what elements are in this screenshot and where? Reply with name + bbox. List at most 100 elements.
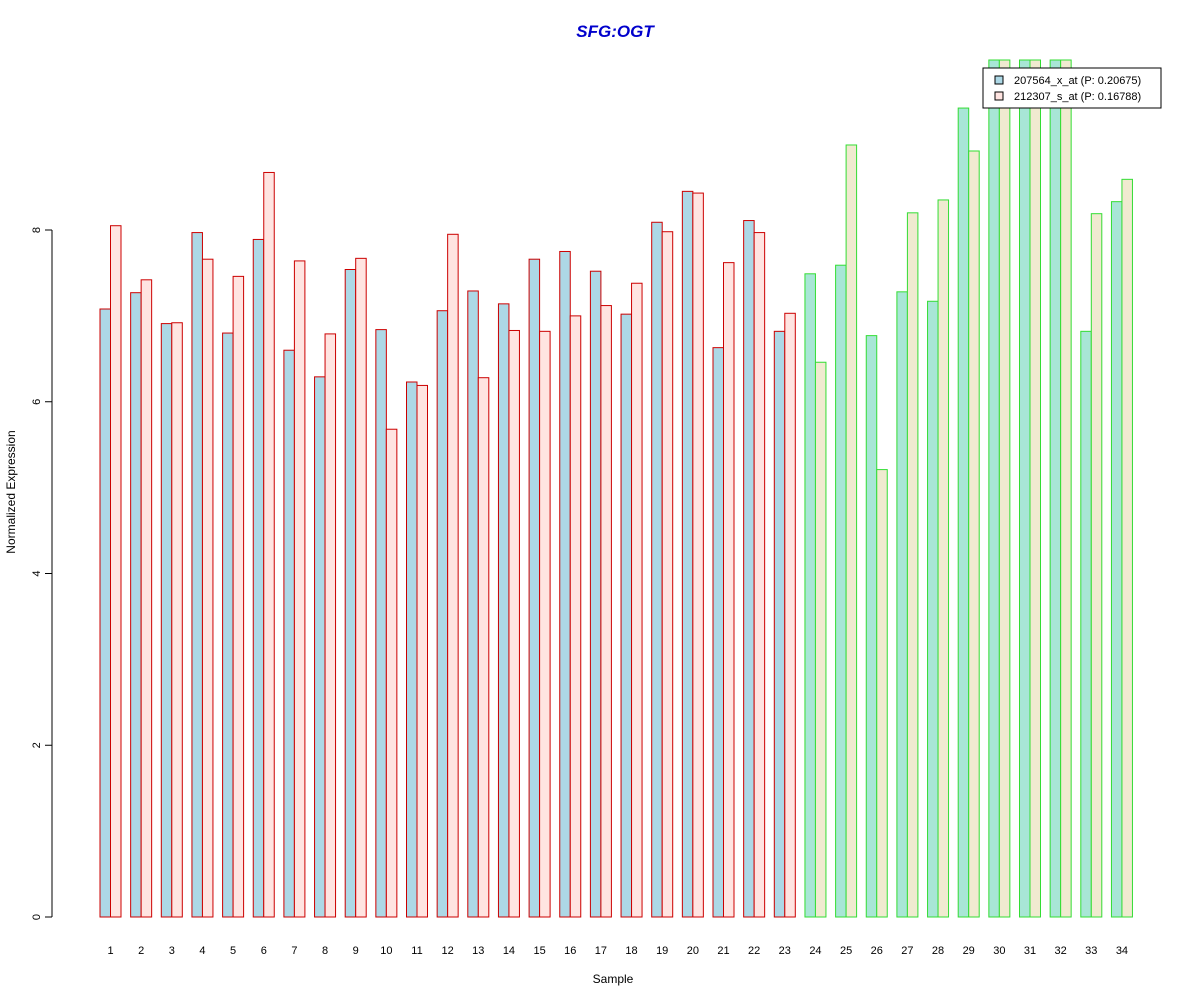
- x-tick-label: 17: [595, 945, 607, 957]
- bar-series-1: [252, 238, 265, 918]
- x-tick-label: 34: [1116, 945, 1128, 957]
- bar-series-1: [1049, 59, 1062, 918]
- bar-series-2: [1029, 59, 1041, 918]
- bar-series-1: [528, 258, 541, 918]
- x-tick-label: 7: [291, 945, 297, 957]
- x-tick-label: 18: [625, 945, 637, 957]
- bar-series-1: [344, 269, 357, 918]
- bar-series-2: [569, 315, 582, 918]
- bar-series-1: [865, 335, 878, 918]
- bar-series-2: [508, 329, 520, 918]
- y-tick-label: 6: [31, 399, 43, 405]
- bar-series-2: [906, 212, 919, 918]
- bar-series-1: [927, 300, 939, 918]
- bar-series-2: [845, 144, 858, 918]
- bar-series-1: [497, 303, 510, 918]
- x-tick-label: 20: [687, 945, 699, 957]
- legend: 207564_x_at (P: 0.20675) 212307_s_at (P: …: [982, 67, 1162, 109]
- x-tick-label: 11: [411, 945, 422, 957]
- bar-series-1: [99, 308, 111, 918]
- x-tick-label: 24: [809, 945, 821, 957]
- bar-series-2: [1121, 178, 1133, 918]
- x-tick-label: 10: [380, 945, 392, 957]
- x-tick-label: 16: [564, 945, 576, 957]
- bar-series-2: [477, 377, 490, 918]
- bar-series-2: [692, 192, 704, 918]
- bar-series-1: [1110, 201, 1123, 918]
- y-tick-label: 4: [31, 570, 43, 576]
- legend-entry-label: 207564_x_at (P: 0.20675): [1014, 75, 1141, 87]
- bar-series-1: [283, 349, 295, 918]
- bar-series-2: [324, 333, 337, 918]
- x-tick-label: 33: [1085, 945, 1097, 957]
- x-tick-label: 8: [322, 945, 328, 957]
- bar-series-2: [171, 322, 183, 918]
- bar-series-2: [1090, 213, 1103, 918]
- bar-series-2: [263, 171, 275, 918]
- bar-series-1: [835, 264, 847, 918]
- bar-series-2: [355, 257, 367, 918]
- y-axis-label: Normalized Expression: [4, 430, 18, 553]
- bar-series-2: [1060, 59, 1072, 918]
- legend-box: [982, 67, 1162, 109]
- chart-title: SFG:OGT: [576, 22, 655, 41]
- x-tick-label: 32: [1055, 945, 1067, 957]
- bar-series-1: [651, 221, 663, 918]
- bar-series-1: [988, 59, 1000, 918]
- bar-series-1: [160, 323, 173, 918]
- bar-series-2: [539, 330, 551, 918]
- x-tick-label: 30: [993, 945, 1005, 957]
- x-tick-label: 2: [138, 945, 144, 957]
- bar-series-2: [998, 59, 1011, 918]
- x-tick-label: 23: [779, 945, 791, 957]
- y-axis: 0 2 4 6 8: [31, 227, 53, 920]
- x-tick-label: 26: [871, 945, 883, 957]
- bar-series-2: [110, 225, 122, 918]
- x-tick-label: 22: [748, 945, 760, 957]
- x-tick-label: 27: [901, 945, 913, 957]
- bar-series-1: [896, 291, 908, 918]
- x-tick-label: 3: [169, 945, 175, 957]
- y-tick-label: 8: [31, 227, 43, 233]
- x-tick-labels: 1 2 3 4 5 6 7 8 9 10 11 12 13 14 15 16 17 18 19 20 21 22 23 24 2…: [107, 945, 1128, 957]
- bar-series-1: [589, 270, 602, 918]
- x-tick-label: 25: [840, 945, 852, 957]
- bar-series-1: [375, 329, 387, 918]
- bar-series-2: [876, 469, 888, 918]
- x-tick-label: 21: [717, 945, 729, 957]
- legend-entry-label: 212307_s_at (P: 0.16788): [1014, 91, 1141, 103]
- bar-series-1: [743, 220, 755, 918]
- bar-series-2: [201, 258, 214, 918]
- bar-series-2: [661, 231, 674, 918]
- bar-series-2: [937, 199, 950, 918]
- bar-series-2: [232, 275, 245, 918]
- bar-series-2: [631, 282, 643, 918]
- bar-series-2: [753, 232, 766, 918]
- bar-series-1: [191, 232, 203, 918]
- bar-series-2: [784, 312, 796, 918]
- x-tick-label: 5: [230, 945, 236, 957]
- bar-series-1: [1019, 59, 1031, 918]
- x-tick-label: 29: [963, 945, 975, 957]
- x-tick-label: 19: [656, 945, 668, 957]
- x-tick-label: 31: [1024, 945, 1036, 957]
- x-tick-label: 6: [261, 945, 267, 957]
- bar-series-1: [957, 107, 970, 918]
- x-tick-label: 1: [107, 945, 113, 957]
- bar-series-1: [314, 376, 326, 918]
- y-tick-label: 2: [31, 742, 43, 748]
- legend-swatch: [994, 75, 1004, 85]
- bar-series-1: [681, 190, 694, 918]
- bar-series-2: [723, 262, 735, 918]
- x-tick-label: 13: [472, 945, 484, 957]
- bars-group: [99, 59, 1133, 918]
- bar-series-1: [1080, 330, 1092, 918]
- bar-series-2: [293, 260, 306, 918]
- bar-series-1: [467, 290, 479, 918]
- x-tick-label: 4: [199, 945, 205, 957]
- y-tick-label: 0: [31, 914, 43, 920]
- x-tick-label: 9: [353, 945, 359, 957]
- x-axis-label: Sample: [593, 972, 634, 986]
